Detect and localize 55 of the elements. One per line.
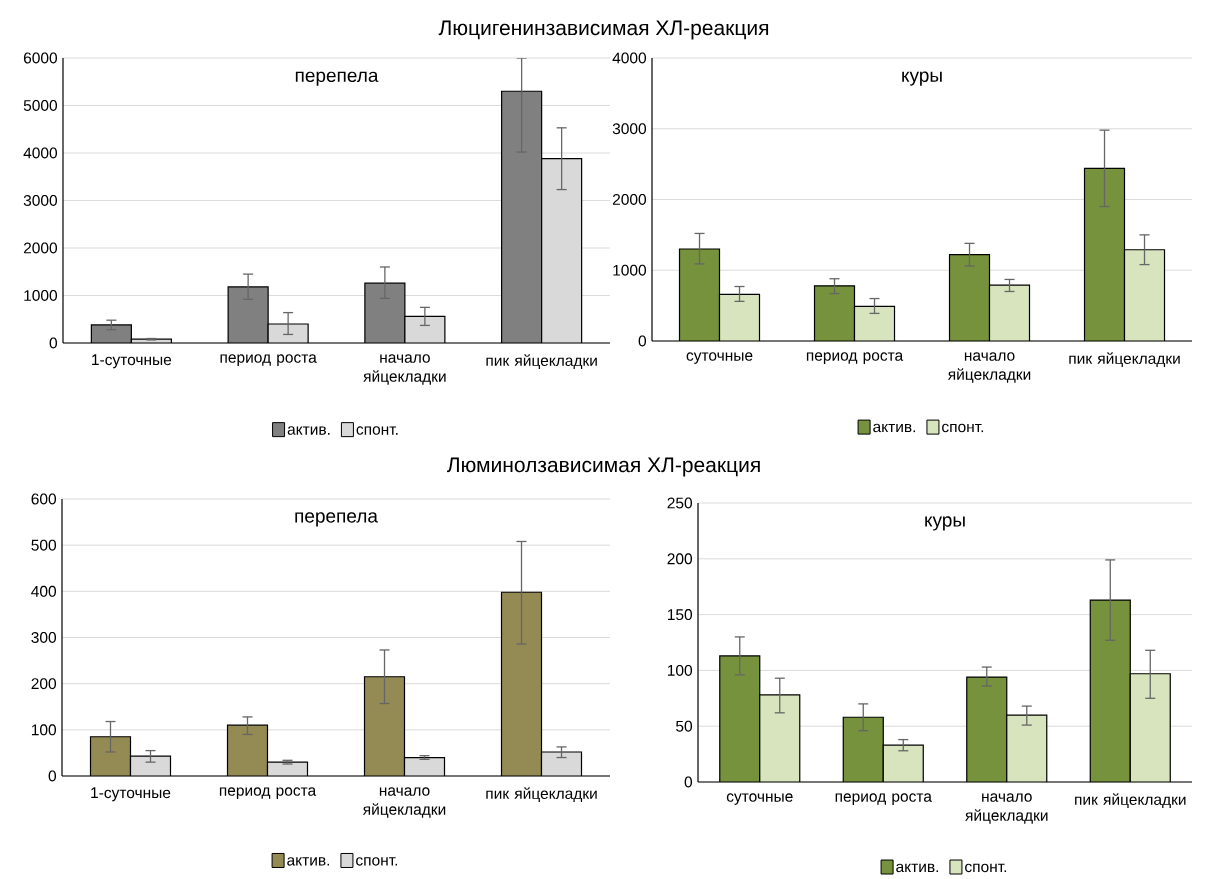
legend-label: актив. [287,426,330,435]
x-tick-label: период роста [220,354,317,366]
chart-title: Люцигенинзависимая ХЛ-реакция [438,20,769,40]
x-tick-label: период роста [219,787,317,799]
legend-label: актив. [896,863,939,873]
chart-title: Люминолзависимая ХЛ-реакция [446,457,760,477]
y-tick-label: 4000 [612,52,647,64]
x-tick-label: пик яйцекладки [486,787,597,802]
y-tick-label: 400 [31,585,57,597]
x-tick-label: 1-суточные [92,354,172,369]
y-tick-label: 150 [667,609,693,621]
text: куры [925,516,965,531]
x-tick-label: период роста [835,793,932,805]
x-tick-label: суточные [726,793,793,805]
y-tick-label: 0 [48,770,57,782]
y-tick-label: 300 [31,632,57,643]
x-tick-label: пик яйцекладки [1069,352,1180,367]
y-tick-label: 3000 [23,195,58,206]
x-tick-label: начало яйцекладки [947,352,1031,383]
x-tick-label: суточные [686,352,753,364]
y-tick-label: 5000 [23,100,58,111]
y-tick-label: 100 [667,664,693,676]
y-tick-label: 4000 [23,147,58,159]
x-tick-label: начало яйцекладки [363,354,446,385]
y-tick-label: 600 [31,493,57,505]
y-tick-label: 0 [684,776,693,788]
text: перепела [295,512,378,527]
y-tick-label: 3000 [612,123,647,135]
legend-label: спонт. [356,857,398,866]
y-tick-label: 1000 [613,264,647,276]
x-tick-label: начало яйцекладки [362,787,446,818]
legend-label: спонт. [356,426,398,435]
legend-label: спонт. [942,423,984,433]
y-tick-label: 1000 [24,290,58,301]
y-tick-label: 200 [667,553,693,565]
y-tick-label: 6000 [23,52,58,64]
x-tick-label: пик яйцекладки [486,354,597,369]
y-tick-label: 250 [667,497,693,509]
y-tick-label: 500 [31,539,57,551]
y-tick-label: 200 [31,678,57,690]
x-tick-label: начало яйцекладки [965,793,1048,824]
y-tick-label: 2000 [23,242,58,254]
text: перепела [295,71,379,86]
legend-label: актив. [873,423,916,433]
x-tick-label: период роста [806,352,904,364]
y-tick-label: 50 [676,720,693,732]
y-tick-label: 0 [638,335,647,347]
legend-label: актив. [287,857,330,866]
text: куры [902,71,942,86]
y-tick-label: 2000 [612,194,647,205]
legend-label: спонт. [965,863,1007,873]
x-tick-label: 1-суточные [91,787,171,802]
x-tick-label: пик яйцекладки [1075,793,1186,808]
y-tick-label: 100 [31,724,57,736]
y-tick-label: 0 [49,337,58,349]
